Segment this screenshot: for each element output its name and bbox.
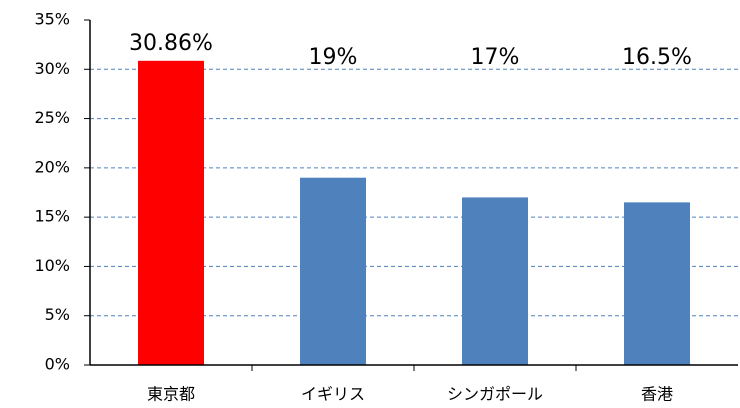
x-tick-label: イギリス (301, 385, 365, 404)
value-label: 19% (309, 45, 358, 70)
y-tick-label: 30% (34, 59, 70, 78)
bar (300, 177, 366, 365)
y-tick-label: 15% (34, 207, 70, 226)
y-tick-label: 10% (34, 256, 70, 275)
y-tick-label: 20% (34, 157, 70, 176)
value-label: 16.5% (622, 45, 692, 70)
bar (138, 60, 204, 366)
y-tick-label: 5% (45, 305, 70, 324)
x-tick-label: シンガポール (447, 385, 543, 404)
y-tick-label: 0% (45, 355, 70, 374)
bar (462, 197, 528, 365)
y-tick-label: 35% (34, 10, 70, 29)
x-tick-label: 香港 (641, 385, 673, 404)
bar (624, 202, 690, 365)
y-tick-label: 25% (34, 108, 70, 127)
value-label: 30.86% (129, 31, 213, 56)
x-tick-label: 東京都 (147, 385, 195, 404)
value-label: 17% (471, 45, 520, 70)
